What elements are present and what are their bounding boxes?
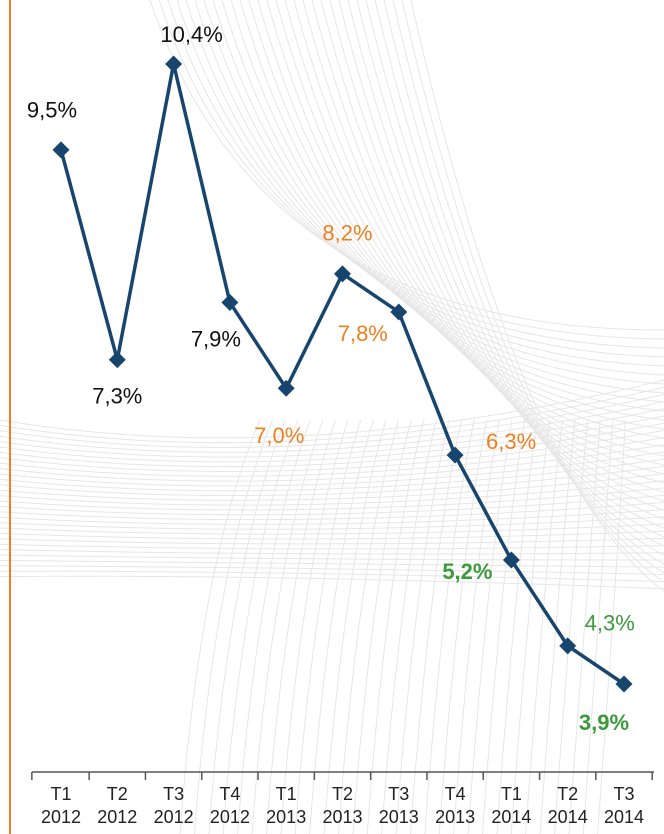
point-marker xyxy=(109,351,126,368)
data-label: 7,0% xyxy=(254,423,304,448)
bg-curve xyxy=(159,0,664,339)
line-series xyxy=(61,64,624,684)
bg-curve xyxy=(150,0,664,330)
x-tick-label: T4 2013 xyxy=(430,783,480,829)
x-tick-label: T1 2012 xyxy=(36,783,86,829)
bg-curve xyxy=(0,502,664,519)
x-tick-label: T2 2014 xyxy=(543,783,593,829)
bg-curve xyxy=(0,466,664,495)
data-label: 7,8% xyxy=(338,321,388,346)
chart: 9,5% 7,3% 10,4% 7,9% 7,0% 8,2% 7,8% 6,3% 5,2% 4,3… xyxy=(0,0,664,834)
data-label: 7,3% xyxy=(92,384,142,409)
x-tick-label: T2 2013 xyxy=(318,783,368,829)
x-tick-label: T3 2014 xyxy=(599,783,649,829)
bg-curve xyxy=(0,576,664,588)
data-label: 5,2% xyxy=(442,559,492,584)
bg-curve xyxy=(231,0,664,411)
bg-curve xyxy=(0,555,664,560)
x-tick-label: T1 2014 xyxy=(486,783,536,829)
point-marker xyxy=(53,141,70,158)
x-tick-label: T3 2013 xyxy=(374,783,424,829)
data-label: 9,5% xyxy=(27,98,77,123)
bg-curve xyxy=(0,550,664,554)
chart-canvas: 9,5% 7,3% 10,4% 7,9% 7,0% 8,2% 7,8% 6,3% 5,2% 4,3… xyxy=(0,0,664,834)
bg-curve xyxy=(312,0,664,492)
data-label: 8,2% xyxy=(322,221,372,246)
bg-curve xyxy=(0,544,664,549)
x-tick-label: T3 2012 xyxy=(149,783,199,829)
bg-curve xyxy=(168,0,664,348)
bg-curve xyxy=(258,0,664,438)
data-label: 4,3% xyxy=(585,611,635,636)
bg-curve xyxy=(357,0,664,537)
data-label: 6,3% xyxy=(486,429,536,454)
x-tick-label: T4 2012 xyxy=(205,783,255,829)
data-label: 3,9% xyxy=(579,710,629,735)
background-pattern xyxy=(0,0,664,834)
bg-curve xyxy=(249,0,664,429)
data-label: 10,4% xyxy=(160,22,222,47)
bg-curve xyxy=(0,402,664,453)
data-label: 7,9% xyxy=(191,326,241,351)
bg-curve xyxy=(222,0,664,402)
point-marker xyxy=(165,56,182,73)
bg-curve xyxy=(0,495,664,515)
x-tick-label: T1 2013 xyxy=(261,783,311,829)
x-tick-label: T2 2012 xyxy=(92,783,142,829)
bg-curve xyxy=(213,0,664,393)
bg-curve xyxy=(0,566,664,575)
